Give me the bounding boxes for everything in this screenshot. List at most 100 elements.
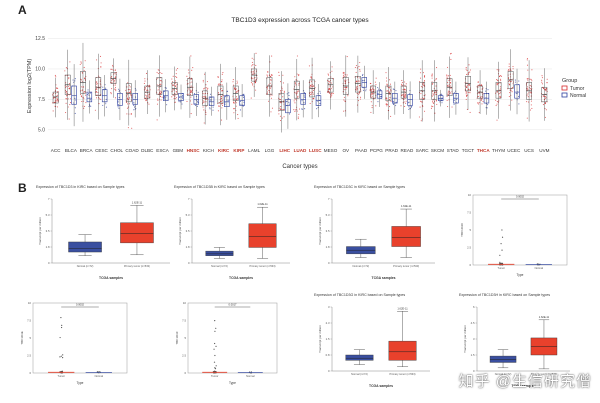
tumor-point <box>329 81 331 83</box>
tumor-point <box>421 101 423 103</box>
tumor-point <box>511 99 513 101</box>
tumor-point <box>356 67 358 69</box>
tumor-point <box>148 94 150 96</box>
tumor-point <box>95 87 97 89</box>
tumor-point <box>543 88 545 90</box>
tumor-point <box>235 102 237 104</box>
tumor-point <box>268 89 270 91</box>
tumor-point <box>293 100 295 102</box>
tumor-point <box>481 96 483 98</box>
p-value-label: 1.62E-11 <box>401 204 412 208</box>
p-value-label: 1.62E-11 <box>257 202 268 206</box>
tumor-point <box>541 77 543 79</box>
tumor-point <box>68 88 70 90</box>
y-axis-label: TBC1D3F <box>175 331 179 345</box>
normal-point <box>209 93 212 95</box>
tumor-point <box>423 110 426 112</box>
tumor-point <box>298 75 300 77</box>
tumor-point <box>68 118 70 120</box>
normal-point <box>304 93 306 95</box>
normal-box <box>407 94 413 106</box>
tumor-point <box>81 86 83 88</box>
p-value-label: 0.0017 <box>229 303 237 307</box>
tumor-point <box>465 93 467 95</box>
tumor-point <box>375 77 377 79</box>
tumor-point <box>298 108 301 110</box>
y-tick-label: 0 <box>469 263 471 267</box>
tumor-point <box>61 326 63 329</box>
tumor-point <box>221 90 223 92</box>
tumor-point <box>385 103 387 105</box>
normal-point <box>74 107 76 109</box>
x-axis-label: Cancer types <box>282 164 317 170</box>
tumor-point <box>499 82 501 84</box>
tumor-point <box>496 91 498 93</box>
tumor-point <box>531 80 533 82</box>
y-tick-label: 1.5 <box>326 337 330 341</box>
tumor-point <box>295 109 297 111</box>
plot-frame <box>472 194 568 266</box>
y-tick-label: 0 <box>328 369 330 373</box>
tumor-point <box>171 78 173 80</box>
tumor-point <box>544 102 546 104</box>
chart-b2-svg: 0 1.8 3.5 5.3 7 Transcript per million TCGA sa… <box>178 197 290 280</box>
tumor-point <box>251 78 253 80</box>
tumor-point <box>310 91 312 93</box>
normal-point <box>515 92 517 94</box>
y-axis-label: Transcript per million <box>318 325 322 353</box>
tumor-point <box>499 96 501 98</box>
tumor-point <box>235 98 237 100</box>
tumor-point <box>344 79 346 81</box>
normal-point <box>118 90 120 92</box>
tumor-point <box>99 83 101 85</box>
y-tick-label: 6 <box>473 305 475 309</box>
x-axis-label: TCGA samples <box>99 276 123 280</box>
tumor-point <box>541 75 543 77</box>
tumor-point <box>545 90 547 92</box>
tumor-point <box>500 75 502 77</box>
tumor-point <box>126 113 128 115</box>
tumor-point <box>84 77 86 79</box>
tumor-point <box>129 90 132 93</box>
tumor-point <box>283 116 285 118</box>
normal-box <box>300 93 306 105</box>
tumor-point <box>221 73 223 75</box>
tumor-point <box>342 72 344 74</box>
normal-point <box>453 99 455 101</box>
normal-point <box>303 95 305 97</box>
tumor-point <box>370 111 372 113</box>
tumor-point <box>545 88 547 90</box>
tumor-point <box>270 93 272 95</box>
tumor-point <box>436 67 438 69</box>
tumor-point <box>358 80 360 82</box>
tumor-point <box>328 83 330 85</box>
tumor-point <box>268 84 270 86</box>
tumor-point <box>57 94 59 96</box>
tumor-point <box>431 77 433 79</box>
normal-point <box>377 101 379 103</box>
tumor-point <box>113 88 115 90</box>
tumor-point <box>469 71 471 73</box>
tumor-point <box>329 88 331 90</box>
tumor-point <box>508 80 510 83</box>
tumor-point <box>172 75 174 77</box>
normal-point <box>212 109 214 111</box>
tumor-point <box>431 105 433 107</box>
tumor-point <box>205 113 207 115</box>
tumor-point <box>149 84 151 86</box>
tumor-point <box>531 69 533 71</box>
x-tick-label: Normal (n=72) <box>351 372 368 376</box>
y-tick-label: 7.5 <box>27 319 31 323</box>
tumor-point <box>214 354 216 357</box>
tumor-point <box>371 96 373 98</box>
tumor-point <box>369 82 371 84</box>
tumor-point <box>67 85 69 87</box>
tumor-point <box>269 82 271 84</box>
tumor-point <box>68 77 70 79</box>
p-value-label: 0.0002 <box>516 195 524 199</box>
tumor-point <box>126 92 128 94</box>
chart-b8-svg: 0 1.5 3 4.5 6 Transcript per million TCGA samp… <box>463 305 570 388</box>
tumor-point <box>83 98 85 100</box>
tumor-point <box>205 98 207 100</box>
tumor-point <box>477 103 480 105</box>
